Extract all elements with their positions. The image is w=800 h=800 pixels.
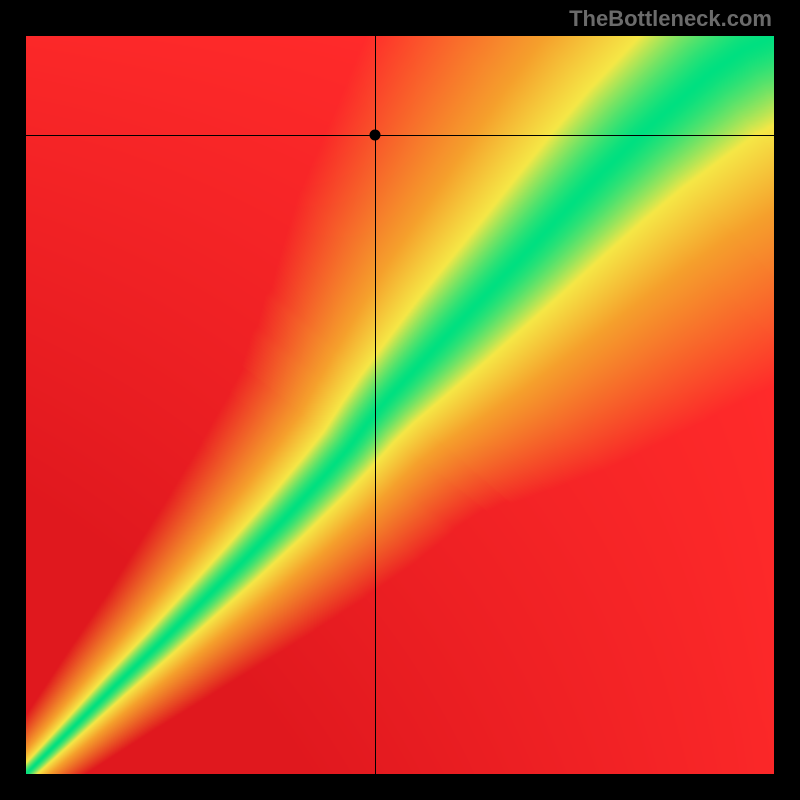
intersection-marker <box>370 129 381 140</box>
crosshair-horizontal <box>26 135 774 136</box>
watermark-text: TheBottleneck.com <box>569 6 772 32</box>
crosshair-vertical <box>375 36 376 774</box>
heatmap-canvas <box>26 36 774 774</box>
heatmap-plot <box>26 36 774 774</box>
